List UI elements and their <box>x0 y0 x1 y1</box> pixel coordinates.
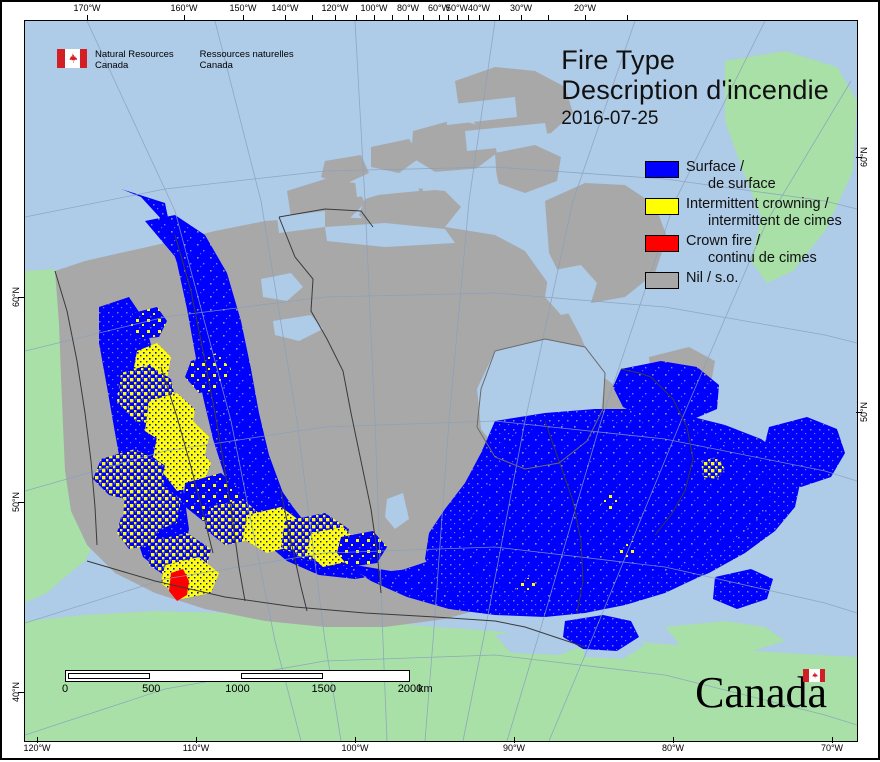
axis-tick <box>18 297 24 298</box>
axis-tick <box>408 15 409 21</box>
legend-swatch <box>645 272 679 289</box>
map-legend: Surface / de surface Intermittent crowning… <box>645 159 842 292</box>
axis-tick <box>374 15 375 21</box>
legend-label-line2: de surface <box>708 176 776 192</box>
legend-swatch <box>645 235 679 252</box>
legend-label-line1: Crown fire / <box>686 233 761 249</box>
legend-swatch <box>645 198 679 215</box>
legend-label-line1: Surface / <box>686 159 745 175</box>
axis-tick <box>355 737 356 743</box>
longitude-label: 120°W <box>321 3 349 13</box>
axis-tick <box>356 15 357 21</box>
axis-tick <box>548 15 549 21</box>
map-panel[interactable]: Natural Resources Canada Ressources natu… <box>24 20 858 742</box>
longitude-label: 50°W <box>445 3 469 13</box>
axis-tick <box>37 737 38 743</box>
fire-class-crown <box>169 569 189 601</box>
agency-fr-line2: Canada <box>199 60 233 71</box>
longitude-label: 100°W <box>360 3 388 13</box>
axis-tick <box>448 15 449 21</box>
map-title-fr: Description d'incendie <box>561 75 829 105</box>
scale-bar-tick-label: 1500 <box>311 683 336 695</box>
legend-item: Crown fire / continu de cimes <box>645 233 842 267</box>
axis-tick <box>832 737 833 743</box>
longitude-label: 150°W <box>229 3 257 13</box>
scale-bar-tick-label: 1000 <box>225 683 250 695</box>
canada-wordmark: Canada <box>695 669 827 715</box>
axis-tick <box>392 15 393 21</box>
legend-label-line2: continu de cimes <box>708 250 817 266</box>
legend-label-line1: Intermittent crowning / <box>686 196 829 212</box>
axis-tick <box>312 15 313 21</box>
longitude-label: 100°W <box>341 743 369 753</box>
scale-bar: 0 500 1000 1500 2000 km <box>61 670 433 697</box>
longitude-label: 120°W <box>23 743 51 753</box>
canada-flag-icon <box>803 669 825 682</box>
map-date: 2016-07-25 <box>561 108 659 129</box>
longitude-label: 70°W <box>820 743 844 753</box>
axis-tick <box>285 15 286 21</box>
axis-tick <box>856 412 862 413</box>
axis-tick <box>243 15 244 21</box>
longitude-label: 20°W <box>573 3 597 13</box>
axis-tick <box>439 15 440 21</box>
axis-tick <box>468 15 469 21</box>
agency-en-line1: Natural Resources <box>95 49 174 60</box>
axis-tick <box>87 15 88 21</box>
natural-resources-canada-wordmark: Natural Resources Canada Ressources natu… <box>57 49 294 71</box>
longitude-label: 80°W <box>661 743 685 753</box>
axis-tick <box>627 15 628 21</box>
map-title-block: Fire Type Description d'incendie 2016-07… <box>561 45 829 131</box>
axis-tick <box>521 15 522 21</box>
longitude-label: 60°W <box>427 3 451 13</box>
axis-tick <box>673 737 674 743</box>
axis-tick <box>499 15 500 21</box>
scale-bar-unit: km <box>418 683 433 695</box>
legend-label-line1: Nil / s.o. <box>686 270 739 286</box>
legend-item: Intermittent crowning / intermittent de c… <box>645 196 842 230</box>
political-boundaries <box>54 208 694 648</box>
legend-item: Surface / de surface <box>645 159 842 193</box>
legend-label-line2: intermittent de cimes <box>708 213 842 229</box>
axis-tick <box>184 15 185 21</box>
axis-tick <box>457 15 458 21</box>
legend-item: Nil / s.o. <box>645 270 842 289</box>
longitude-label: 110°W <box>182 743 210 753</box>
scale-bar-labels: 0 500 1000 1500 2000 km <box>61 683 433 697</box>
canada-flag-icon <box>57 49 87 68</box>
latitude-axis-left: 60°N 50°N 40°N <box>2 2 24 762</box>
legend-swatch <box>645 161 679 178</box>
longitude-label: 170°W <box>73 3 101 13</box>
map-canvas[interactable] <box>25 21 857 741</box>
longitude-axis-bottom: 120°W 110°W 100°W 90°W 80°W 70°W <box>2 737 880 758</box>
agency-fr-line1: Ressources naturelles <box>199 49 294 60</box>
axis-tick <box>423 15 424 21</box>
longitude-label: 140°W <box>271 3 299 13</box>
latitude-axis-right: 60°N 50°N <box>856 2 878 762</box>
longitude-label: 40°W <box>467 3 491 13</box>
axis-tick <box>479 15 480 21</box>
longitude-axis-top: 170°W 160°W 150°W 140°W 120°W 100°W 80°W 60°W 50… <box>2 2 880 21</box>
longitude-label: 30°W <box>509 3 533 13</box>
longitude-label: 160°W <box>170 3 198 13</box>
longitude-label: 90°W <box>502 743 526 753</box>
map-title-en: Fire Type <box>561 45 676 75</box>
scale-bar-tick-label: 2000 <box>397 683 423 695</box>
scale-bar-graphic <box>65 670 410 682</box>
scale-bar-segment <box>240 673 323 679</box>
fire-class-intermittent <box>93 307 725 599</box>
axis-tick <box>18 502 24 503</box>
scale-bar-segment <box>68 673 151 679</box>
axis-tick <box>18 692 24 693</box>
agency-en-line2: Canada <box>95 60 129 71</box>
axis-tick <box>335 15 336 21</box>
axis-tick <box>585 15 586 21</box>
scale-bar-tick-label: 0 <box>61 683 69 695</box>
longitude-label: 80°W <box>396 3 420 13</box>
axis-tick <box>856 157 862 158</box>
axis-tick <box>514 737 515 743</box>
axis-tick <box>196 737 197 743</box>
scale-bar-tick-label: 500 <box>142 683 161 695</box>
